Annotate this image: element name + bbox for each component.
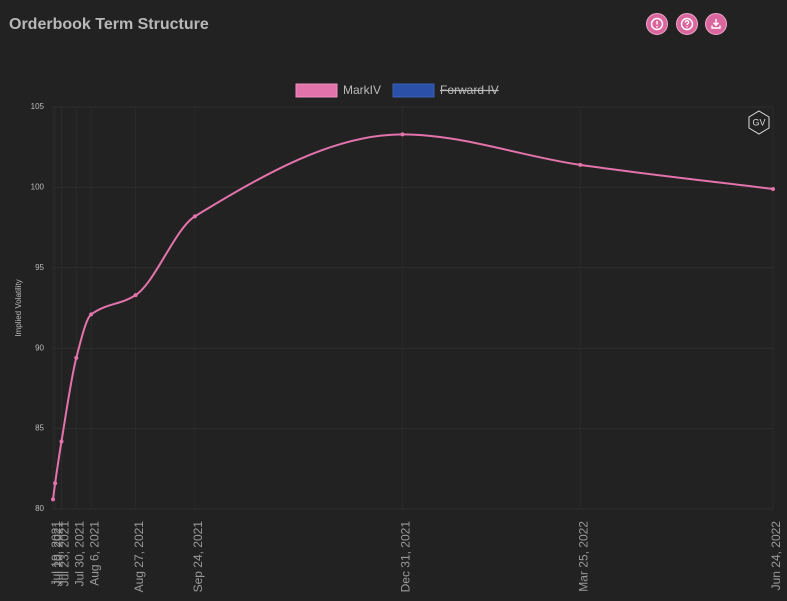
data-point (133, 293, 138, 298)
y-tick-label: 90 (35, 343, 44, 352)
y-tick-label: 100 (31, 183, 45, 192)
download-button[interactable] (705, 13, 727, 35)
y-tick-label: 85 (35, 424, 44, 433)
x-tick-label: Aug 6, 2021 (87, 521, 101, 586)
legend: MarkIV Forward IV (295, 83, 499, 98)
data-point (89, 312, 94, 317)
x-tick-label: Jul 30, 2021 (72, 521, 86, 587)
data-point (53, 481, 58, 486)
info-icon (650, 17, 664, 31)
x-tick-label: Dec 31, 2021 (399, 521, 413, 593)
header-title: Orderbook Term Structure (9, 16, 209, 33)
data-point (771, 187, 775, 192)
x-tick-label: Sep 24, 2021 (191, 521, 205, 593)
legend-swatch (295, 83, 338, 98)
download-icon (711, 19, 721, 29)
info-button[interactable] (646, 13, 668, 35)
legend-label: MarkIV (343, 83, 381, 97)
data-point (51, 497, 55, 502)
x-tick-label: Jul 23, 2021 (58, 521, 72, 587)
svg-text:GV: GV (752, 117, 765, 127)
series-line (52, 133, 774, 500)
y-tick-label: 105 (31, 102, 45, 111)
help-button[interactable] (676, 13, 698, 35)
x-tick-label: Jul 20, 2021 (51, 521, 65, 587)
legend-swatch (392, 83, 435, 98)
data-point (400, 132, 405, 137)
y-tick-label: 80 (35, 504, 44, 513)
help-icon (680, 17, 694, 31)
x-tick-label: Jul 19, 2021 (49, 521, 63, 587)
y-axis-label: Implied Volatility (14, 279, 23, 336)
x-tick-label: Mar 25, 2022 (576, 521, 590, 592)
data-point (74, 355, 79, 360)
data-point (192, 214, 197, 219)
gv-logo: GV (748, 110, 770, 135)
x-tick-label: Jun 24, 2022 (769, 521, 783, 591)
y-tick-label: 95 (35, 263, 44, 272)
legend-label: Forward IV (440, 83, 499, 97)
data-point (59, 439, 64, 444)
x-tick-label: Aug 27, 2021 (132, 521, 146, 593)
data-point (578, 162, 583, 167)
